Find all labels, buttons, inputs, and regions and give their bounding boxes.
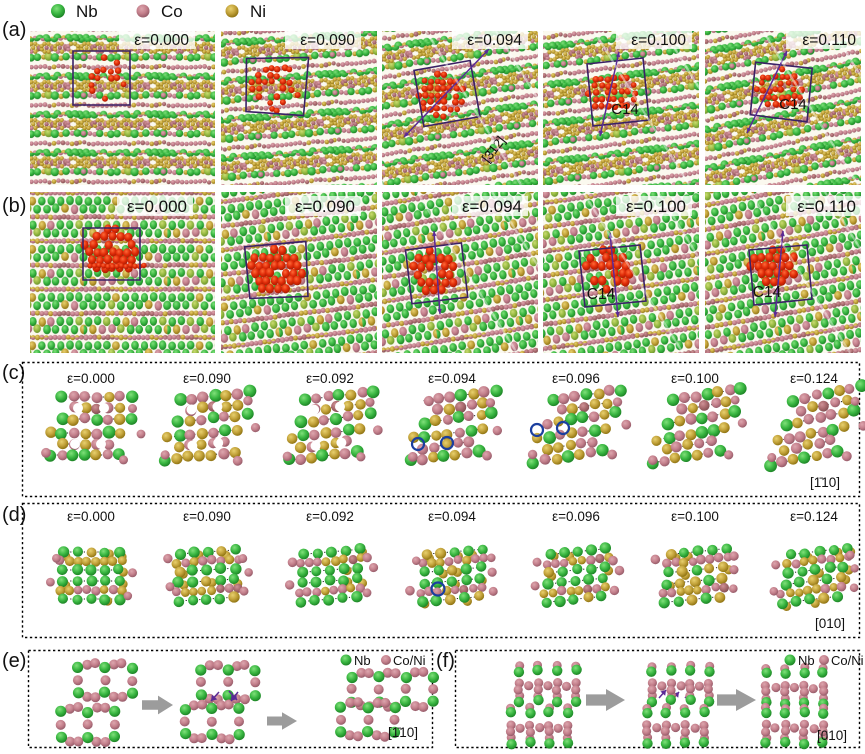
svg-text:(f): (f) (436, 650, 455, 672)
svg-text:ε=0.094: ε=0.094 (462, 197, 522, 216)
svg-text:ε=0.000: ε=0.000 (67, 371, 115, 386)
svg-text:ε=0.100: ε=0.100 (631, 32, 686, 49)
svg-text:ε=0.000: ε=0.000 (67, 509, 115, 524)
svg-text:(e): (e) (2, 650, 26, 672)
svg-text:ε=0.000: ε=0.000 (134, 32, 189, 49)
svg-text:ε=0.124: ε=0.124 (790, 371, 838, 386)
svg-text:Co/Ni: Co/Ni (393, 653, 426, 668)
svg-text:ε=0.094: ε=0.094 (467, 32, 522, 49)
svg-text:ε=0.094: ε=0.094 (428, 371, 476, 386)
svg-text:C14: C14 (587, 286, 616, 303)
svg-text:ε=0.000: ε=0.000 (127, 197, 187, 216)
svg-text:Co: Co (161, 2, 183, 21)
svg-text:ε=0.090: ε=0.090 (183, 371, 231, 386)
svg-text:Nb: Nb (76, 2, 98, 21)
svg-text:Ni: Ni (250, 2, 266, 21)
svg-text:C14: C14 (753, 284, 782, 301)
svg-text:ε=0.090: ε=0.090 (295, 197, 355, 216)
svg-text:ε=0.096: ε=0.096 (552, 509, 600, 524)
svg-text:ε=0.096: ε=0.096 (552, 371, 600, 386)
svg-text:ε=0.124: ε=0.124 (790, 509, 838, 524)
svg-text:ε=0.092: ε=0.092 (306, 509, 354, 524)
svg-text:Co/Ni: Co/Ni (831, 653, 864, 668)
svg-text:(c): (c) (2, 362, 25, 384)
svg-text:ε=0.100: ε=0.100 (671, 371, 719, 386)
svg-text:Nb: Nb (798, 653, 815, 668)
svg-text:[1̄10]: [1̄10] (810, 475, 840, 490)
svg-text:ε=0.110: ε=0.110 (797, 197, 856, 216)
svg-text:[010]: [010] (815, 616, 845, 631)
svg-text:C14: C14 (779, 96, 807, 113)
svg-text:ε=0.100: ε=0.100 (671, 509, 719, 524)
svg-text:ε=0.110: ε=0.110 (802, 32, 856, 49)
svg-text:ε=0.094: ε=0.094 (428, 509, 476, 524)
svg-text:[010]: [010] (817, 728, 847, 743)
svg-text:(b): (b) (2, 195, 26, 217)
svg-text:ε=0.100: ε=0.100 (626, 197, 686, 216)
svg-text:Nb: Nb (354, 653, 371, 668)
svg-text:[1̄10]: [1̄10] (388, 725, 418, 740)
svg-text:(a): (a) (2, 19, 26, 41)
svg-text:(d): (d) (2, 504, 26, 526)
svg-text:ε=0.090: ε=0.090 (300, 32, 355, 49)
svg-text:ε=0.092: ε=0.092 (306, 371, 354, 386)
svg-text:C14: C14 (611, 101, 639, 118)
svg-text:ε=0.090: ε=0.090 (183, 509, 231, 524)
